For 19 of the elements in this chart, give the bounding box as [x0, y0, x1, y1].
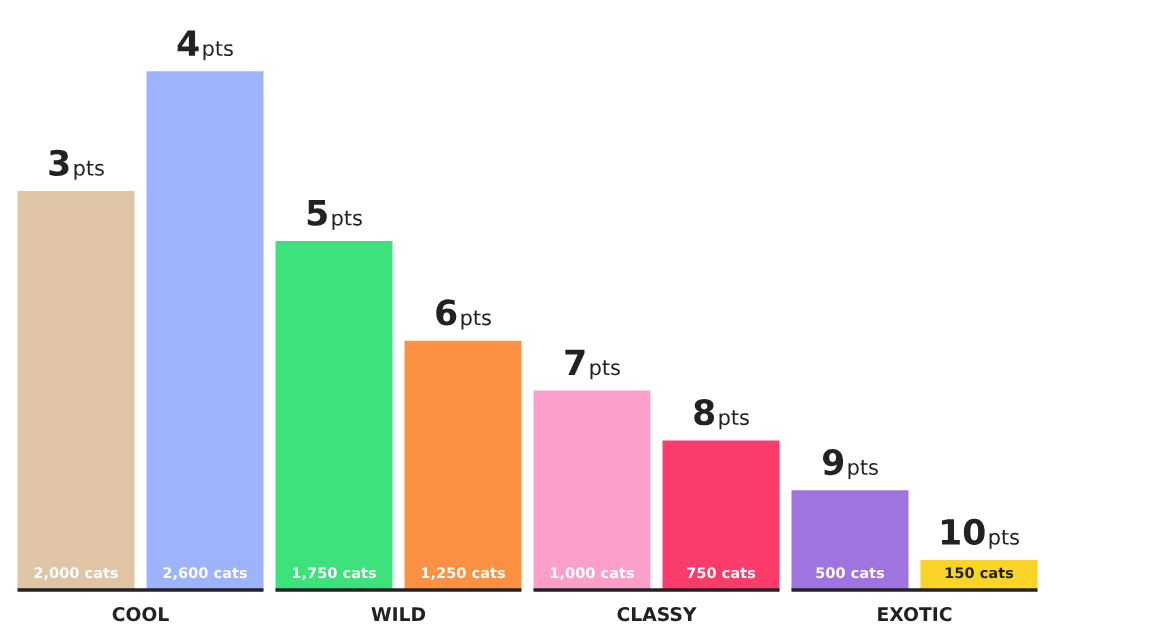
bar: [146, 71, 264, 590]
data-label: 2,000 cats: [34, 567, 118, 581]
x-tick-label: CLASSY: [617, 607, 697, 622]
data-label: 750 cats: [687, 567, 756, 579]
data-label: 1,000 cats: [550, 567, 634, 581]
bar: [662, 440, 780, 590]
x-tick-label: EXOTIC: [878, 607, 952, 622]
data-label: 2,600 cats: [163, 567, 247, 581]
data-label: 1,250 cats: [421, 567, 505, 581]
x-tick-label: WILD: [371, 607, 426, 621]
data-label: 150 cats: [945, 567, 1014, 579]
bar: [17, 191, 135, 590]
bar: [404, 340, 522, 590]
bar: [791, 490, 909, 590]
bar: [533, 390, 651, 590]
data-label: 1,750 cats: [292, 567, 376, 581]
data-label: 500 cats: [816, 567, 885, 579]
bar: [275, 240, 393, 590]
x-tick-label: COOL: [112, 607, 169, 622]
